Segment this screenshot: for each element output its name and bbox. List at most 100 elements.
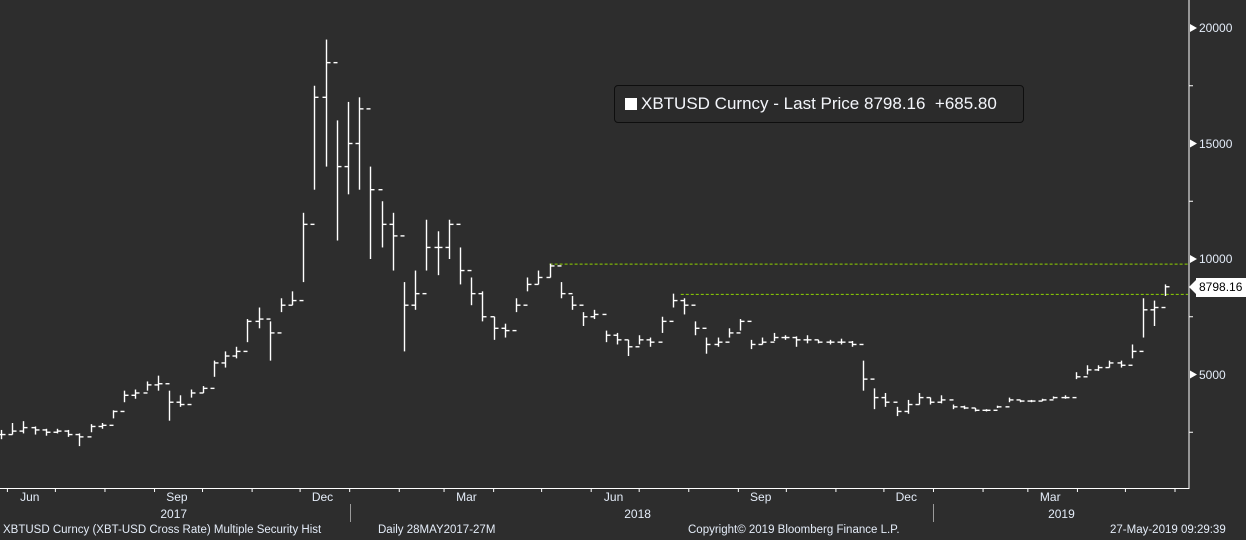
legend: XBTUSD Curncy - Last Price 8798.16 +685.… [614,85,1024,123]
price-bar [1150,300,1159,326]
price-bar [355,97,364,190]
price-bar [949,399,958,410]
price-bar [523,277,532,306]
price-bar [1016,399,1025,403]
price-bar [42,428,51,436]
price-bar [546,263,555,279]
price-bar [893,401,902,417]
price-bar [1128,344,1137,366]
price-bar [64,429,73,437]
price-bar [669,293,678,323]
price-bar [658,316,667,343]
legend-last-price: 8798.16 [864,94,926,113]
price-bar [926,396,935,405]
price-bar [590,309,599,320]
price-bar [937,395,946,404]
price-bar [624,339,633,357]
price-bar [635,335,644,348]
price-bar [154,375,163,391]
price-bar [310,85,319,226]
price-bar [344,101,353,195]
price-bar [1139,298,1148,353]
price-bar [770,332,779,343]
price-bar [960,405,969,410]
price-bar [456,223,465,285]
price-bar [389,212,398,271]
price-bar [747,320,756,350]
price-bar [143,381,152,394]
legend-series: XBTUSD Curncy [641,94,769,113]
footer-security: XBTUSD Curncy (XBT-USD Cross Rate) Multi… [3,524,322,536]
price-bar [210,360,219,390]
x-tick-label: Mar [1039,490,1061,504]
price-bar [534,270,543,286]
x-tick-label: Mar [456,490,477,504]
y-tick-marker [1190,255,1197,263]
price-bar [120,390,129,413]
price-bar [848,341,857,347]
price-bar [1005,397,1014,408]
y-tick-label: 10000 [1199,252,1233,266]
price-bar [1038,398,1047,402]
price-bar [109,410,118,427]
price-bar [19,421,28,434]
price-bar [781,335,790,340]
price-bar [378,188,387,248]
x-tick-label: Dec [895,490,917,504]
x-tick-label: Sep [750,490,772,504]
price-bar [422,219,431,295]
y-tick-marker [1190,24,1197,32]
price-bar [758,337,767,346]
x-tick-label: Jun [603,490,624,504]
price-bar [53,428,62,434]
price-bar [837,338,846,345]
price-bar [277,298,286,334]
price-bar [299,212,308,302]
price-bar [814,339,823,344]
year-label: 2018 [624,507,651,521]
price-bar [714,337,723,347]
price-bar [1027,399,1036,403]
footer-timestamp: 27-May-2019 09:29:39 [1110,524,1226,536]
price-bar [1117,360,1126,368]
legend-swatch [625,98,637,110]
price-bar [0,429,6,440]
price-bar [512,298,521,332]
price-bar [826,339,835,345]
price-bar [1161,284,1170,309]
price-bar [915,392,924,406]
price-bar [366,108,375,259]
x-tick-label: Dec [311,490,334,504]
legend-field: Last Price [783,94,860,113]
price-bar [579,304,588,326]
footer-period: Daily 28MAY2017-27M [378,524,496,536]
price-bar [904,399,913,414]
price-bar [400,235,409,352]
x-tick-label: Sep [166,490,188,504]
price-bar [646,337,655,347]
y-tick-marker [1190,370,1197,379]
price-bar [176,395,185,407]
price-bar [221,351,230,368]
legend-separator: - [773,94,779,113]
price-bar [445,219,454,259]
price-bar [691,304,700,336]
price-bars [0,39,1170,447]
price-bar [993,405,1002,412]
price-bar [98,423,107,429]
price-bar [870,378,879,410]
price-bar [232,346,241,359]
price-bar [1049,396,1058,401]
price-bar [8,423,17,436]
price-bar [490,316,499,340]
price-bar [1072,372,1081,399]
legend-gap [925,94,934,114]
price-bar [859,343,868,391]
price-bar [165,383,174,421]
y-tick-label: 15000 [1199,136,1233,151]
price-bar [501,323,510,338]
price-bar [792,336,801,347]
price-bar [1105,360,1114,369]
price-bar [243,319,252,353]
